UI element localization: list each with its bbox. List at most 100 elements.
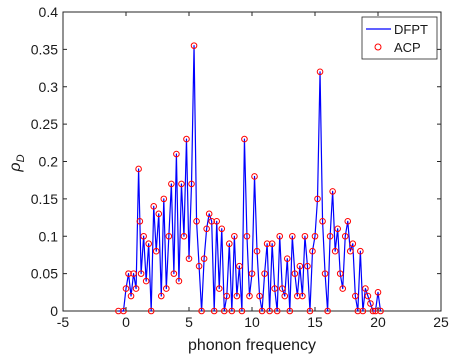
acp-point (273, 307, 281, 315)
acp-point (238, 307, 246, 315)
acp-point (316, 68, 324, 76)
acp-point (142, 277, 150, 285)
series-layer (115, 42, 384, 315)
acp-point (309, 247, 316, 255)
acp-point (329, 188, 336, 195)
acp-point (236, 262, 243, 270)
legend-acp-swatch (374, 43, 382, 51)
acp-point (304, 262, 311, 270)
acp-point (291, 270, 299, 277)
acp-point (271, 285, 278, 292)
tick-layer: -5 0 5 10 15 20 2500.050.10.150.20.250.30.350.… (31, 4, 449, 330)
x-tick-label: 10 (244, 314, 260, 330)
acp-point (281, 292, 289, 300)
acp-point (346, 247, 354, 255)
acp-point (228, 307, 236, 315)
acp-point (314, 195, 321, 203)
acp-point (122, 285, 130, 292)
acp-point (367, 300, 374, 307)
acp-point (306, 307, 314, 315)
acp-point (130, 270, 137, 277)
acp-point (283, 255, 291, 262)
acp-point (251, 173, 258, 180)
x-tick-label: 25 (433, 314, 449, 330)
acp-point (135, 165, 142, 173)
acp-point (354, 307, 362, 315)
acp-point (261, 270, 268, 277)
acp-point (157, 292, 165, 300)
acp-point (215, 285, 223, 292)
acp-point (231, 232, 238, 240)
acp-point (294, 292, 301, 300)
acp-point (357, 247, 364, 255)
acp-point (324, 307, 331, 315)
acp-point (155, 210, 163, 218)
acp-point (220, 307, 228, 315)
acp-point (296, 262, 304, 270)
acp-point (145, 240, 152, 248)
acp-point (352, 292, 359, 300)
acp-point (208, 218, 215, 225)
acp-point (150, 203, 158, 210)
plot-area: -5 0 5 10 15 20 2500.050.10.150.20.250.30.350.… (31, 4, 449, 330)
y-tick-label: 0.3 (39, 79, 59, 95)
acp-point (369, 307, 377, 315)
acp-point (170, 270, 178, 277)
acp-point (195, 262, 203, 270)
acp-point (200, 255, 208, 262)
acp-point (301, 232, 309, 240)
acp-point (127, 292, 135, 300)
acp-point (266, 307, 273, 315)
legend: DFPT ACP (361, 16, 438, 60)
y-tick-label: 0.2 (39, 154, 59, 170)
acp-point (243, 232, 251, 240)
acp-point (359, 307, 367, 315)
acp-point (362, 285, 369, 292)
acp-point (140, 232, 147, 240)
acp-point (205, 210, 213, 218)
x-tick-label: 5 (185, 314, 193, 330)
acp-point (349, 240, 357, 248)
x-tick-label: -5 (57, 314, 70, 330)
y-tick-label: 0.05 (31, 266, 58, 282)
acp-point (178, 180, 185, 188)
acp-point (319, 218, 326, 225)
acp-point (136, 218, 144, 225)
acp-point (263, 240, 271, 248)
y-axis-label: ρD (7, 154, 27, 172)
acp-point (152, 247, 160, 255)
acp-point (246, 292, 253, 300)
acp-point (311, 232, 319, 240)
acp-point (223, 292, 231, 300)
acp-point (268, 240, 276, 248)
x-tick-label: 15 (307, 314, 323, 330)
acp-point (168, 180, 175, 188)
acp-point (183, 135, 190, 143)
y-tick-label: 0 (50, 303, 58, 319)
acp-point (339, 285, 347, 292)
svg-text:ρD: ρD (7, 154, 27, 172)
acp-point (125, 270, 132, 277)
acp-point (326, 232, 334, 240)
acp-point (198, 307, 205, 315)
acp-point (226, 240, 233, 248)
y-tick-label: 0.4 (39, 4, 59, 20)
acp-point (115, 307, 122, 315)
y-tick-label: 0.15 (31, 191, 58, 207)
acp-point (258, 307, 266, 315)
acp-point (175, 277, 183, 285)
acp-point (344, 218, 352, 225)
acp-point (286, 307, 294, 315)
acp-point (137, 270, 145, 277)
acp-point (289, 232, 296, 240)
y-axis-label-subscript: D (15, 154, 27, 162)
x-tick-label: 0 (122, 314, 130, 330)
x-axis-label: phonon frequency (188, 337, 316, 354)
acp-point (180, 232, 188, 240)
acp-point (331, 247, 339, 255)
acp-point (147, 307, 155, 315)
acp-point (321, 270, 329, 277)
acp-point (188, 180, 195, 188)
legend-dfpt-label: DFPT (394, 22, 428, 37)
